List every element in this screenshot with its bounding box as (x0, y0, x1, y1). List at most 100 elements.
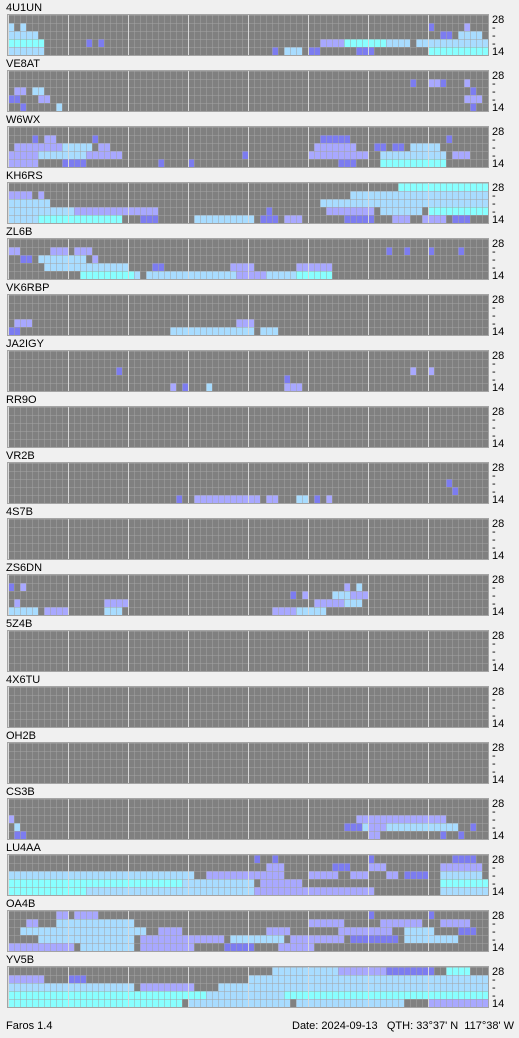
band-label: - (492, 582, 496, 594)
band-label: - (492, 198, 496, 210)
band-label: - (492, 422, 496, 434)
qth: QTH: 33°37' N 117°38' W (387, 1020, 515, 1032)
band-label: - (492, 302, 496, 314)
band-label: - (492, 78, 496, 90)
hour-grid (8, 239, 488, 279)
beacon-name: VK6RBP (6, 282, 49, 294)
hour-grid (8, 799, 488, 839)
grid-border (7, 966, 489, 1008)
band-label: 28 (492, 406, 504, 418)
beacon-name: VE8AT (6, 58, 40, 70)
grid-border (7, 798, 489, 840)
band-label: - (492, 310, 496, 322)
band-label: 28 (492, 350, 504, 362)
band-label: - (492, 870, 496, 882)
app-version: Faros 1.4 (6, 1020, 52, 1032)
band-label: 14 (492, 830, 504, 842)
hour-grid (8, 687, 488, 727)
hour-grid (8, 911, 488, 951)
band-label: - (492, 150, 496, 162)
band-label: 28 (492, 126, 504, 138)
date: Date: 2024-09-13 (292, 1020, 378, 1032)
band-label: 14 (492, 550, 504, 562)
grid-border (7, 70, 489, 112)
band-label: 14 (492, 606, 504, 618)
band-label: - (492, 142, 496, 154)
band-label: - (492, 262, 496, 274)
hour-grid (8, 519, 488, 559)
grid-border (7, 742, 489, 784)
band-label: - (492, 918, 496, 930)
band-label: - (492, 526, 496, 538)
beacon-name: ZS6DN (6, 562, 42, 574)
hour-grid (8, 183, 488, 223)
band-label: - (492, 30, 496, 42)
band-label: - (492, 878, 496, 890)
beacon-name: ZL6B (6, 226, 32, 238)
band-label: - (492, 766, 496, 778)
beacon-name: 4S7B (6, 506, 33, 518)
band-label: 14 (492, 494, 504, 506)
band-label: 14 (492, 886, 504, 898)
beacon-name: 4X6TU (6, 674, 40, 686)
grid-border (7, 350, 489, 392)
band-label: - (492, 534, 496, 546)
grid-border (7, 238, 489, 280)
grid-border (7, 686, 489, 728)
band-label: 14 (492, 270, 504, 282)
beacon-name: KH6RS (6, 170, 43, 182)
band-label: - (492, 598, 496, 610)
hour-grid (8, 15, 488, 55)
grid-border (7, 518, 489, 560)
band-label: 14 (492, 326, 504, 338)
grid-border (7, 182, 489, 224)
band-label: 28 (492, 14, 504, 26)
band-label: 28 (492, 462, 504, 474)
beacon-name: CS3B (6, 786, 35, 798)
band-label: 28 (492, 686, 504, 698)
band-label: - (492, 366, 496, 378)
band-label: 28 (492, 910, 504, 922)
grid-border (7, 14, 489, 56)
grid-border (7, 126, 489, 168)
hour-grid (8, 127, 488, 167)
grid-border (7, 910, 489, 952)
band-label: 14 (492, 46, 504, 58)
band-label: - (492, 806, 496, 818)
band-label: 28 (492, 630, 504, 642)
beacon-name: OH2B (6, 730, 36, 742)
beacon-name: YV5B (6, 954, 34, 966)
band-label: - (492, 982, 496, 994)
band-label: 14 (492, 662, 504, 674)
band-label: - (492, 38, 496, 50)
band-label: - (492, 478, 496, 490)
band-label: - (492, 430, 496, 442)
grid-border (7, 574, 489, 616)
band-label: - (492, 86, 496, 98)
hour-grid (8, 295, 488, 335)
band-label: - (492, 414, 496, 426)
band-label: 28 (492, 294, 504, 306)
band-label: 28 (492, 70, 504, 82)
hour-grid (8, 463, 488, 503)
beacon-name: 4U1UN (6, 2, 42, 14)
beacon-name: VR2B (6, 450, 35, 462)
hour-grid (8, 71, 488, 111)
band-label: 14 (492, 438, 504, 450)
hour-grid (8, 631, 488, 671)
band-label: - (492, 486, 496, 498)
grid-border (7, 462, 489, 504)
band-label: 28 (492, 742, 504, 754)
band-label: - (492, 934, 496, 946)
band-label: - (492, 246, 496, 258)
hour-grid (8, 967, 488, 1007)
band-label: - (492, 862, 496, 874)
